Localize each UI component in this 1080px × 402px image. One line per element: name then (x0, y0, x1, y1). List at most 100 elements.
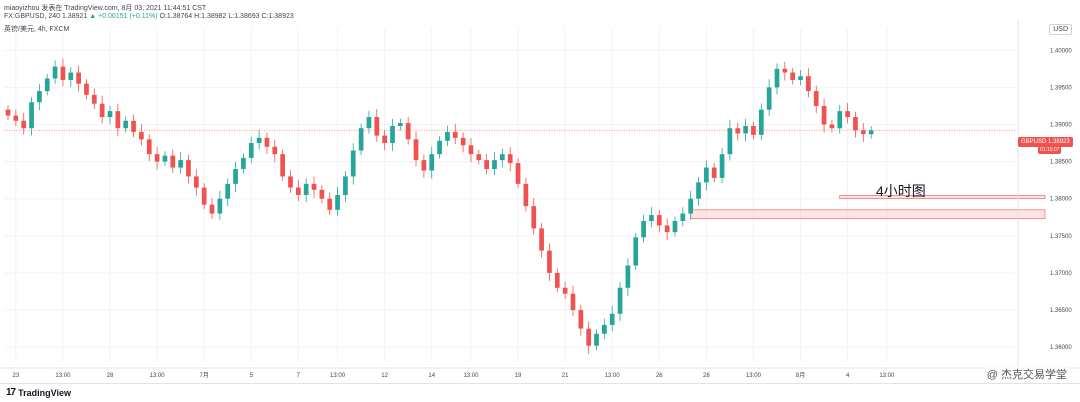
symbol-ohlc: O:1.38764 H:1.38982 L:1.38693 C:1.38923 (159, 13, 294, 20)
price-axis: 1.40000 1.39500 1.39000 1.38500 1.38000 1.375… (1017, 20, 1072, 366)
candle-down (782, 68, 788, 73)
candle-down (547, 250, 552, 273)
candle-down (209, 204, 215, 214)
candle-up (492, 160, 497, 170)
candle-up (397, 123, 403, 126)
time-tick-label: 28 (703, 373, 710, 379)
candle-up (609, 313, 615, 325)
tradingview-icon: 17 (6, 387, 16, 398)
time-tick-label: 4 (846, 373, 850, 379)
candle-down (131, 120, 136, 132)
price-tag-price: 1.38923 (1048, 139, 1070, 145)
candle-up (366, 117, 372, 129)
candle-up (617, 287, 623, 314)
candle-up (68, 72, 74, 80)
time-tick-label: 19 (515, 373, 522, 379)
candle-down (99, 103, 105, 118)
time-tick-label: 26 (656, 373, 663, 379)
price-chart[interactable]: 1.40000 1.39500 1.39000 1.38500 1.38000 1.375… (0, 20, 1080, 382)
price-tick-label: 1.38500 (1050, 160, 1072, 166)
candle-up (649, 215, 654, 221)
price-tick-label: 1.39500 (1050, 85, 1072, 91)
candle-up (633, 237, 639, 266)
candle-down (405, 123, 411, 140)
candle-down (460, 137, 466, 146)
time-tick-label: 13:00 (463, 373, 479, 379)
publish-line: miaoyizhou 发表在 TradingView.com, 8月 03, 2… (4, 5, 207, 12)
candle-down (860, 130, 866, 135)
price-tick-label: 1.36000 (1050, 345, 1072, 351)
tradingview-brand: TradingView (18, 387, 71, 398)
candle-down (829, 124, 835, 129)
symbol-change: ▲ +0.00151 (+0.11%) (89, 13, 158, 20)
candle-down (91, 94, 97, 104)
time-tick-label: 21 (562, 373, 569, 379)
candle-down (735, 128, 741, 134)
candle-down (578, 310, 584, 329)
candle-up (350, 150, 356, 177)
candle-up (837, 111, 843, 129)
candle-up (743, 125, 748, 134)
price-tag: GBPUSD 1.38923 (1018, 137, 1073, 147)
price-tick-label: 1.40000 (1050, 48, 1072, 54)
candle-up (123, 120, 129, 129)
candle-down (170, 155, 176, 168)
time-tick-label: 13:00 (150, 373, 166, 379)
candle-down (139, 131, 144, 140)
time-tick-label: 14 (428, 373, 435, 379)
candle-down (146, 139, 152, 155)
candle-down (201, 187, 207, 205)
candle-down (751, 125, 756, 135)
candle-up (798, 76, 803, 80)
candle-down (790, 72, 796, 80)
candle-up (696, 182, 701, 199)
candle-down (13, 115, 19, 121)
candle-up (437, 140, 442, 155)
time-tick-label: 13:00 (879, 373, 895, 379)
candle-down (539, 228, 544, 251)
time-tick-label: 12 (381, 373, 388, 379)
price-countdown: 01:15:07 (1038, 146, 1062, 154)
currency-label[interactable]: USD (1049, 24, 1072, 35)
candle-down (821, 105, 827, 125)
supply-zone (839, 195, 1046, 200)
time-tick-label: 7 (297, 373, 301, 379)
candle-up (358, 128, 364, 151)
candle-up (766, 87, 772, 110)
candle-up (178, 160, 183, 168)
symbol-prefix: FX:GBPUSD, 240 1.38921 (4, 13, 88, 20)
candle-up (29, 102, 34, 129)
candle-up (499, 154, 505, 161)
candle-up (727, 128, 733, 155)
candle-down (484, 160, 490, 170)
candle-up (248, 143, 254, 158)
candle-up (233, 169, 238, 184)
candle-down (806, 76, 811, 92)
time-tick-label: 28 (107, 373, 114, 379)
time-tick-label: 7月 (199, 372, 208, 379)
candle-down (531, 206, 537, 229)
candle-up (672, 220, 678, 233)
candle-up (390, 125, 395, 144)
candle-up (217, 198, 223, 214)
candle-down (193, 176, 199, 188)
candle-up (52, 66, 58, 79)
footer-bar: 17 TradingView (0, 383, 1080, 402)
candle-down (468, 145, 474, 155)
chart-grid (4, 28, 1015, 362)
candle-up (256, 137, 262, 144)
time-axis: 23 13:00 28 13:00 7月 5 7 13:00 12 14 13:00 19 21 13:0… (0, 367, 1080, 379)
candle-down (280, 154, 285, 177)
instrument-label[interactable]: 英镑/美元, 4h, FXCM (4, 26, 70, 33)
time-tick-label: 23 (13, 373, 20, 379)
candle-down (664, 225, 670, 233)
candle-down (515, 163, 521, 184)
candle-down (21, 120, 27, 129)
candle-up (625, 265, 631, 288)
candle-up (868, 130, 874, 135)
tradingview-logo[interactable]: 17 TradingView (6, 387, 71, 398)
price-tag-symbol: GBPUSD (1021, 139, 1047, 145)
candle-down (507, 154, 513, 164)
candle-up (594, 333, 599, 346)
candle-up (241, 157, 246, 170)
